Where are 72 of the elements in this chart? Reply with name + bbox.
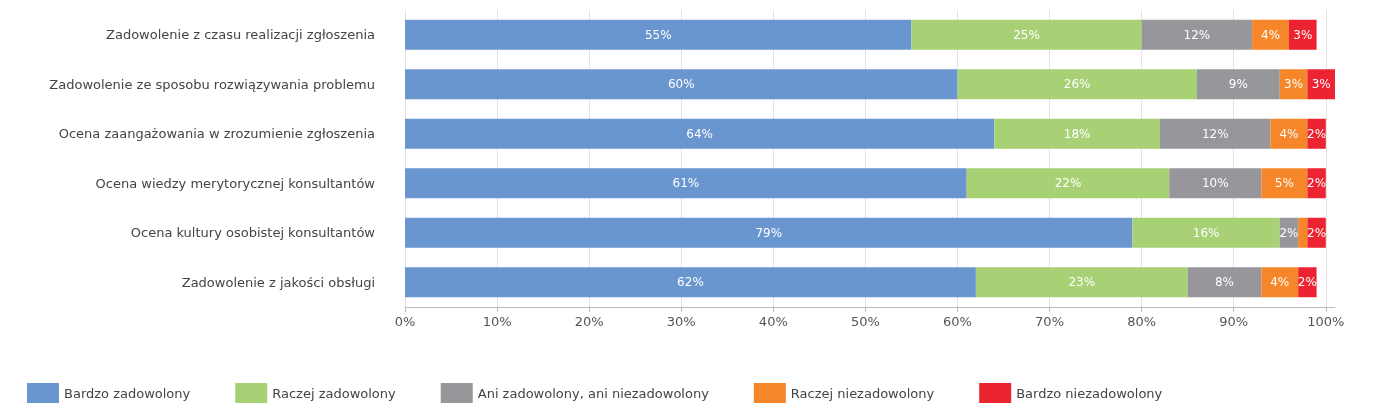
legend-label: Bardzo niezadowolony (1016, 385, 1163, 401)
bar (405, 217, 1133, 248)
data-label: 2% (1279, 225, 1299, 240)
data-label: 22% (1054, 176, 1082, 191)
x-tick-label: 30% (666, 314, 696, 329)
bar (1132, 217, 1280, 248)
bar (1141, 19, 1253, 50)
y-tick-label: Zadowolenie z jakości obsługi (181, 274, 375, 290)
bar (957, 69, 1197, 100)
y-tick-label: Ocena wiedzy merytorycznej konsultantów (95, 175, 376, 191)
data-label: 79% (755, 225, 783, 240)
data-label: 62% (677, 275, 704, 290)
y-tick-label: Ocena zaangażowania w zrozumienie zgłoszenia (58, 126, 375, 142)
x-tick-label: 50% (850, 314, 880, 329)
legend-label: Bardzo zadowolony (64, 385, 191, 401)
bar (405, 267, 976, 298)
bar (975, 267, 1188, 298)
x-tick-label: 40% (758, 314, 788, 329)
legend-label: Raczej zadowolony (272, 385, 397, 401)
data-label: 12% (1201, 126, 1229, 141)
data-label: 61% (672, 176, 700, 191)
data-label: 4% (1279, 126, 1299, 141)
y-tick-label: Zadowolenie ze sposobu rozwiązywania problemu (49, 76, 375, 92)
data-label: 2% (1307, 126, 1327, 141)
bar (405, 118, 995, 149)
bar (1298, 217, 1308, 248)
data-label: 2% (1307, 176, 1327, 191)
bar (405, 168, 967, 199)
data-label: 25% (1013, 27, 1040, 42)
data-label: 12% (1183, 27, 1211, 42)
data-label: 26% (1063, 77, 1091, 92)
bar (1187, 267, 1262, 298)
legend-label: Raczej niezadowolony (790, 385, 935, 401)
data-label: 16% (1192, 225, 1220, 240)
bar (911, 19, 1142, 50)
data-label: 5% (1274, 176, 1294, 191)
bar (1252, 19, 1289, 50)
data-label: 2% (1297, 275, 1317, 290)
bar (1160, 118, 1271, 149)
bar (1261, 168, 1308, 199)
x-tick-label: 10% (482, 314, 512, 329)
bar (1196, 69, 1280, 100)
data-label: 4% (1270, 275, 1290, 290)
x-tick-label: 70% (1035, 314, 1065, 329)
data-label: 18% (1063, 126, 1091, 141)
data-label: 9% (1228, 77, 1248, 92)
data-label: 3% (1284, 77, 1304, 92)
data-label: 4% (1261, 27, 1281, 42)
bar (1169, 168, 1262, 199)
x-tick-label: 100% (1307, 314, 1345, 329)
data-label: 3% (1293, 27, 1313, 42)
y-tick-label: Ocena kultury osobistej konsultantów (130, 225, 376, 241)
y-tick-label: Zadowolenie z czasu realizacji zgłoszenia (106, 27, 375, 43)
data-label: 2% (1307, 225, 1327, 240)
data-label: 60% (667, 77, 695, 92)
x-tick-label: 0% (394, 314, 416, 329)
bar (966, 168, 1170, 199)
bar (405, 69, 958, 100)
data-label: 64% (686, 126, 713, 141)
bar (994, 118, 1161, 149)
x-tick-label: 20% (574, 314, 604, 329)
data-label: 23% (1068, 275, 1096, 290)
data-label: 8% (1214, 275, 1235, 290)
data-label: 55% (644, 27, 672, 42)
data-label: 10% (1201, 176, 1229, 191)
x-tick-label: 80% (1127, 314, 1157, 329)
legend-label: Ani zadowolony, ani niezadowolony (477, 385, 710, 401)
x-tick-label: 60% (943, 314, 972, 329)
x-tick-label: 90% (1219, 314, 1249, 329)
data-label: 3% (1311, 77, 1331, 92)
bar (405, 19, 912, 50)
bar (1261, 267, 1299, 298)
